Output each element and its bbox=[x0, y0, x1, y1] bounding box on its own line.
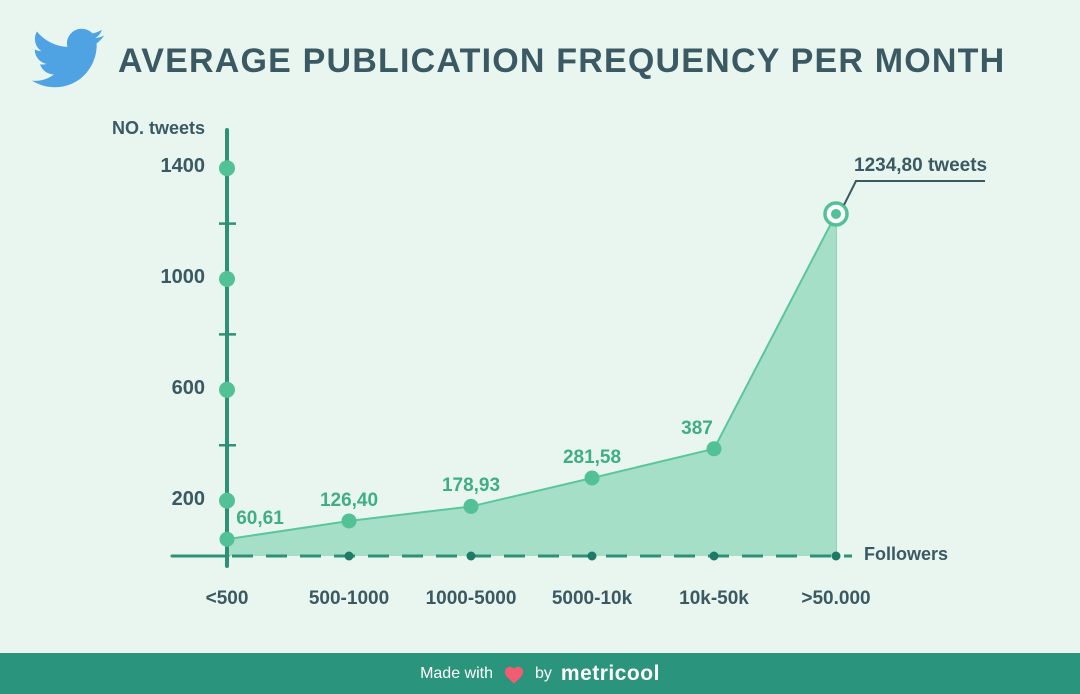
heart-icon bbox=[504, 666, 524, 684]
footer-brand-wordmark: metricool bbox=[560, 661, 660, 685]
x-category-label: >50.000 bbox=[801, 588, 871, 609]
peak-marker-dot bbox=[831, 208, 841, 219]
footer-bar: Made with by metricool bbox=[0, 653, 1080, 694]
x-axis-title: Followers bbox=[864, 544, 949, 564]
x-category-label: <500 bbox=[205, 588, 249, 609]
value-label: 387 bbox=[681, 417, 713, 439]
y-tick-label: 1400 bbox=[160, 155, 206, 178]
y-axis-minor-ticks bbox=[219, 222, 236, 447]
y-axis-tick-dots bbox=[219, 160, 235, 509]
x-category-label: 5000-10k bbox=[551, 588, 633, 609]
peak-callout-label: 1234,80 tweets bbox=[854, 155, 988, 176]
y-tick-label: 1000 bbox=[160, 266, 206, 288]
value-label: 60,61 bbox=[236, 508, 284, 530]
y-tick-label: 600 bbox=[171, 376, 205, 399]
x-category-label: 1000-5000 bbox=[425, 588, 517, 609]
value-label: 126,40 bbox=[319, 489, 379, 511]
callout-diagonal-line bbox=[843, 180, 857, 206]
page-title: AVERAGE PUBLICATION FREQUENCY PER MONTH bbox=[118, 42, 1006, 80]
value-label: 281,58 bbox=[562, 447, 622, 468]
footer-made-with-text: Made with bbox=[420, 664, 493, 682]
area-top-edge bbox=[226, 213, 837, 541]
area-fill bbox=[227, 213, 836, 557]
footer-by-text: by bbox=[534, 664, 552, 682]
x-category-label: 10k-50k bbox=[679, 588, 749, 609]
twitter-bird-icon bbox=[32, 28, 105, 88]
x-category-label: 500-1000 bbox=[308, 588, 390, 609]
data-point-markers bbox=[219, 441, 722, 547]
x-axis-category-dots bbox=[344, 551, 841, 561]
y-tick-label: 200 bbox=[171, 487, 205, 510]
value-label: 178,93 bbox=[441, 475, 501, 497]
y-axis-title: NO. tweets bbox=[112, 118, 206, 138]
